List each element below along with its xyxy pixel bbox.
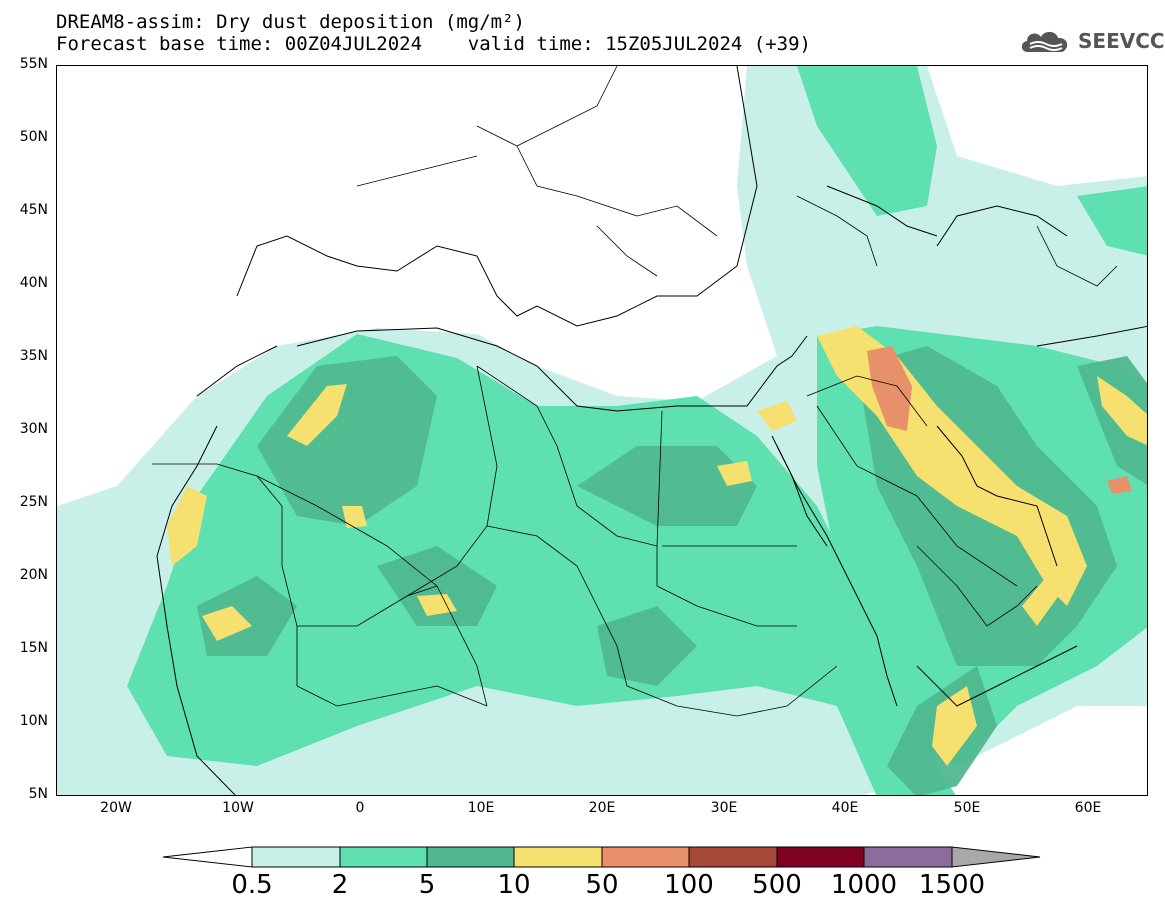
lat-label: 20N xyxy=(19,567,48,583)
title-line-2: Forecast base time: 00Z04JUL2024 valid t… xyxy=(56,33,811,55)
colorbar-swatch xyxy=(426,846,515,868)
lat-label: 15N xyxy=(19,640,48,656)
colorbar-swatch xyxy=(339,846,428,868)
lon-label: 50E xyxy=(953,800,981,816)
colorbar-swatch xyxy=(863,846,953,868)
lon-label: 10E xyxy=(467,800,495,816)
deposition-band-50 xyxy=(867,346,1132,494)
colorbar-under-arrow xyxy=(162,846,253,868)
lon-label: 10W xyxy=(222,800,254,816)
colorbar-label: 10 xyxy=(497,870,531,900)
lat-label: 40N xyxy=(19,275,48,291)
country-borders xyxy=(152,66,1118,717)
lat-label: 45N xyxy=(19,202,48,218)
colorbar-label: 5 xyxy=(418,870,436,900)
seevccc-logo: SEEVCCC xyxy=(1018,24,1165,58)
lon-label: 0 xyxy=(355,800,365,816)
title-line-1: DREAM8-assim: Dry dust deposition (mg/m²… xyxy=(56,11,525,33)
lon-label: 40E xyxy=(831,800,859,816)
lat-label: 5N xyxy=(28,786,48,802)
lon-label: 20W xyxy=(100,800,132,816)
lat-label: 10N xyxy=(19,713,48,729)
lat-label: 35N xyxy=(19,348,48,364)
lon-label: 20E xyxy=(588,800,616,816)
colorbar-label: 1000 xyxy=(830,870,898,900)
colorbar-label: 500 xyxy=(752,870,802,900)
colorbar-label: 2 xyxy=(331,870,349,900)
lat-label: 25N xyxy=(19,494,48,510)
colorbar-swatch xyxy=(776,846,865,868)
lat-label: 30N xyxy=(19,421,48,437)
colorbar-swatch xyxy=(688,846,778,868)
colorbar-label: 100 xyxy=(664,870,714,900)
lat-label: 55N xyxy=(19,56,48,72)
cloud-logo-icon xyxy=(1021,31,1068,52)
colorbar-over-arrow xyxy=(951,846,1041,868)
lon-label: 30E xyxy=(710,800,738,816)
colorbar-swatch xyxy=(601,846,690,868)
coastlines xyxy=(156,66,1147,795)
colorbar xyxy=(162,846,1041,868)
colorbar-label: 0.5 xyxy=(231,870,273,900)
colorbar-label: 1500 xyxy=(918,870,986,900)
colorbar-swatch xyxy=(513,846,603,868)
map-area[interactable] xyxy=(56,65,1148,796)
colorbar-swatch xyxy=(251,846,341,868)
colorbar-label: 50 xyxy=(585,870,619,900)
dust-deposition-map xyxy=(57,66,1147,795)
lat-label: 50N xyxy=(19,129,48,145)
logo-text: SEEVCCC xyxy=(1078,29,1165,53)
lon-label: 60E xyxy=(1074,800,1102,816)
